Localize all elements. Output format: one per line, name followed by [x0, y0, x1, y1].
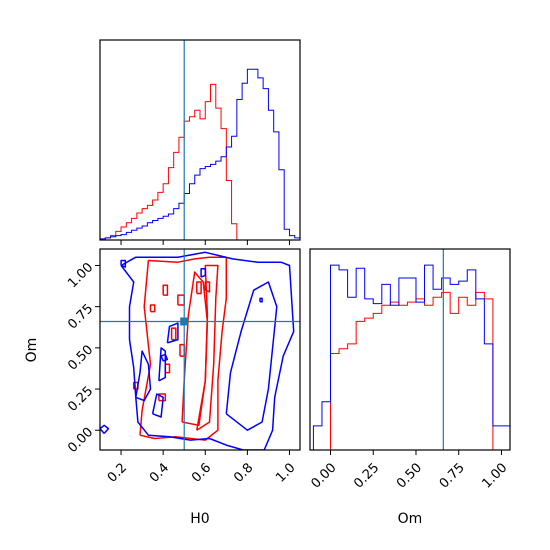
- contour-series-0-level-1: [181, 271, 209, 427]
- contour-series-1-level-7: [160, 353, 169, 362]
- contour-series-1-level-1: [225, 281, 278, 431]
- hist-Om-xtick-label-4: 1.00: [479, 460, 510, 491]
- contour-ytick-label-1: 0.25: [65, 384, 96, 415]
- contour-series-1-level-4: [158, 347, 167, 382]
- contour-series-0-level-3: [204, 281, 211, 293]
- x-axis-label-Om: Om: [398, 511, 423, 527]
- contour-series-1-level-8: [200, 268, 207, 278]
- hist-H0-series-0-step: [99, 83, 300, 241]
- contour-ytick-label-4: 1.00: [65, 260, 96, 291]
- contour-panel-frame: [99, 248, 301, 451]
- contour-ytick-label-0: 0.00: [65, 425, 96, 456]
- contour-xtick-label-1: 0.4: [147, 460, 172, 485]
- contour-series-0-level-6: [170, 327, 177, 341]
- hist-panel-H0-frame: [99, 39, 301, 241]
- hist-Om-xtick-label-2: 0.50: [394, 460, 425, 491]
- hist-panel-Om-frame: [309, 248, 511, 451]
- hist-panel-Om: 0.00 0.25 0.50 0.75 1.00: [308, 248, 511, 492]
- hist-Om-xtick-label-1: 0.25: [351, 460, 382, 491]
- contour-series-1-level-10: [259, 297, 263, 303]
- hist-Om-xtick-label-0: 0.00: [308, 460, 339, 491]
- contour-truth-marker: [180, 317, 189, 326]
- hist-Om-series-1-step: [312, 264, 511, 450]
- contour-series-0-level-9: [162, 284, 169, 296]
- contour-xtick-label-0: 0.2: [105, 460, 130, 485]
- contour-series-0-level-7: [177, 294, 185, 306]
- contour-xtick-label-3: 0.8: [231, 460, 256, 485]
- contour-series-0-level-8: [196, 281, 202, 295]
- contour-series-1-level-3: [151, 393, 164, 418]
- contour-xtick-label-4: 1.0: [273, 460, 298, 485]
- y-axis-label-Om: Om: [24, 338, 40, 363]
- contour-ytick-label-2: 0.50: [65, 343, 96, 374]
- hist-Om-series-0-step: [313, 291, 510, 451]
- contour-ytick-label-3: 0.75: [65, 301, 96, 332]
- hist-H0-series-1-step: [99, 68, 301, 240]
- contour-series-1-level-2: [135, 350, 152, 402]
- contour-series-1-level-9: [120, 259, 127, 268]
- contour-xtick-label-2: 0.6: [189, 460, 214, 485]
- contour-series-1-level-5: [166, 322, 179, 344]
- contour-series-0-level-12: [179, 343, 185, 357]
- hist-Om-xtick-label-3: 0.75: [437, 460, 468, 491]
- contour-series-1-level-6: [100, 424, 110, 434]
- x-axis-label-H0: H0: [190, 511, 209, 527]
- contour-panel-H0-Om: 0.2 0.4 0.6 0.8 1.0 0.00 0.25 0.50 0.75 1.00: [65, 248, 301, 486]
- hist-panel-H0: [99, 39, 301, 245]
- contour-series-1-level-0: [120, 251, 295, 450]
- contour-series-0-level-11: [149, 304, 156, 313]
- contour-series-0-level-2: [196, 264, 219, 431]
